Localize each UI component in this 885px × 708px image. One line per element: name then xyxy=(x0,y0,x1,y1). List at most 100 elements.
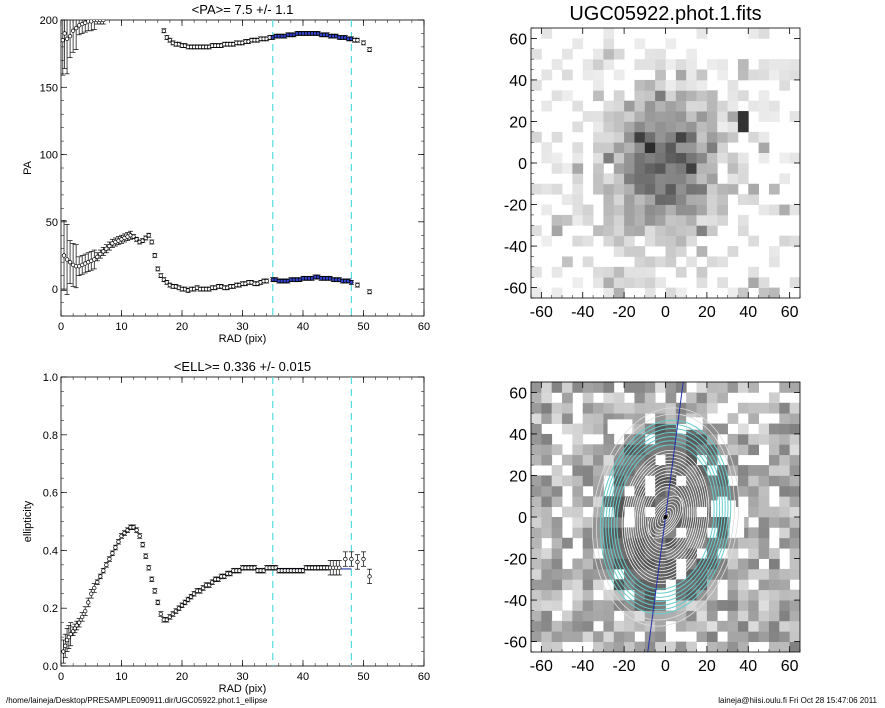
image-pixel xyxy=(593,423,604,435)
image-pixel xyxy=(696,225,708,237)
image-pixel xyxy=(758,90,770,102)
image-pixel xyxy=(706,610,718,622)
image-pixel xyxy=(686,194,697,205)
image-pixel xyxy=(593,465,604,476)
image-pixel xyxy=(696,589,708,601)
image-pixel xyxy=(717,517,728,528)
image-pixel xyxy=(686,610,697,622)
image-pixel xyxy=(737,610,749,622)
image-pixel xyxy=(789,475,800,487)
image-pixel xyxy=(644,444,656,456)
image-pixel xyxy=(779,537,791,549)
image-pixel xyxy=(717,194,728,205)
x-axis-label: RAD (pix) xyxy=(219,683,267,695)
data-point xyxy=(116,539,121,544)
image-pixel xyxy=(644,204,656,216)
image-pixel xyxy=(768,69,780,81)
image-pixel xyxy=(768,506,780,518)
image-pixel xyxy=(665,610,677,622)
image-pixel xyxy=(624,173,635,185)
image-pixel xyxy=(644,256,656,268)
data-point xyxy=(188,594,194,599)
image-pixel xyxy=(655,444,666,456)
image-pixel xyxy=(758,620,770,632)
image-pixel xyxy=(644,121,656,133)
image-pixel xyxy=(686,568,697,580)
image-pixel xyxy=(644,59,656,70)
image-pixel xyxy=(665,59,677,70)
image-pixel xyxy=(758,485,770,497)
image-pixel xyxy=(675,517,687,528)
image-pixel xyxy=(717,423,728,435)
x-tick-label: 60 xyxy=(781,658,799,675)
data-point xyxy=(191,591,197,596)
image-pixel xyxy=(572,142,584,154)
image-pixel xyxy=(696,142,708,154)
image-pixel xyxy=(634,558,646,570)
data-point xyxy=(167,38,173,43)
image-pixel xyxy=(541,142,553,154)
image-pixel xyxy=(572,204,584,216)
image-pixel xyxy=(603,225,615,237)
data-point xyxy=(164,617,170,622)
masked-region xyxy=(686,417,703,430)
image-pixel xyxy=(758,548,770,559)
image-pixel xyxy=(686,131,697,143)
y-tick-label: 0 xyxy=(52,284,58,296)
data-point xyxy=(170,611,176,617)
image-pixel xyxy=(644,163,656,174)
image-pixel xyxy=(758,204,770,216)
image-pixel xyxy=(634,225,646,237)
data-point xyxy=(101,20,106,23)
image-pixel xyxy=(675,131,687,143)
image-pixel xyxy=(624,194,635,205)
image-pixel xyxy=(758,402,770,414)
image-pixel xyxy=(593,641,604,652)
image-pixel xyxy=(737,287,749,298)
image-pixel xyxy=(531,382,542,393)
y-tick-label: 0.4 xyxy=(43,545,58,557)
image-pixel xyxy=(593,444,604,456)
image-pixel xyxy=(706,600,718,611)
x-tick-label: 60 xyxy=(781,304,799,321)
image-pixel xyxy=(727,287,739,298)
image-pixel xyxy=(613,579,625,591)
image-pixel xyxy=(613,620,625,632)
x-tick-label: 40 xyxy=(297,321,309,333)
data-point xyxy=(62,31,67,36)
image-pixel xyxy=(551,59,563,70)
image-pixel xyxy=(748,600,760,611)
image-pixel xyxy=(613,589,625,601)
image-pixel xyxy=(706,382,718,393)
image-pixel xyxy=(624,121,635,133)
image-pixel xyxy=(644,79,656,91)
masked-region xyxy=(607,419,633,434)
image-pixel xyxy=(572,527,584,539)
image-pixel xyxy=(655,121,666,133)
image-pixel xyxy=(655,433,666,445)
image-pixel xyxy=(541,475,553,487)
image-pixel xyxy=(613,402,625,414)
image-pixel xyxy=(655,568,666,580)
image-pixel xyxy=(779,204,791,216)
image-pixel xyxy=(655,256,666,268)
image-pixel xyxy=(562,537,573,549)
image-pixel xyxy=(541,485,553,497)
image-pixel xyxy=(768,579,780,591)
image-pixel xyxy=(748,131,760,143)
image-pixel xyxy=(624,558,635,570)
y-axis-label: PA xyxy=(22,160,34,175)
image-pixel xyxy=(696,465,708,476)
image-pixel xyxy=(582,558,594,570)
image-pixel xyxy=(696,163,708,174)
data-point xyxy=(176,606,182,611)
image-pixel xyxy=(748,413,760,424)
image-pixel xyxy=(531,454,542,466)
image-pixel xyxy=(748,235,760,247)
image-pixel xyxy=(706,121,718,133)
image-pixel xyxy=(779,235,791,247)
image-pixel xyxy=(706,256,718,268)
image-pixel xyxy=(737,579,749,591)
image-pixel xyxy=(717,558,728,570)
image-pixel xyxy=(655,131,666,143)
